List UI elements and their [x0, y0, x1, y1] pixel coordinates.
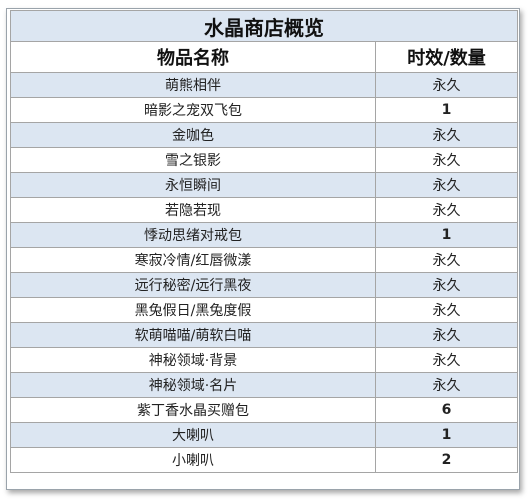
header-row: 物品名称 时效/数量: [10, 41, 518, 73]
item-name-cell: 寒寂冷情/红唇微漾: [10, 247, 376, 273]
title-row: 水晶商店概览: [10, 10, 518, 42]
table-row: 暗影之宠双飞包 1: [10, 97, 518, 123]
item-name-cell: 黑兔假日/黑兔度假: [10, 297, 376, 323]
item-value-cell: 1: [375, 222, 518, 248]
item-value-cell: 6: [375, 397, 518, 423]
item-name-cell: 暗影之宠双飞包: [10, 97, 376, 123]
item-value-cell: 永久: [375, 72, 518, 98]
item-name-cell: 永恒瞬间: [10, 172, 376, 198]
item-value-cell: 永久: [375, 372, 518, 398]
item-name-cell: 远行秘密/远行黑夜: [10, 272, 376, 298]
item-value-cell: 永久: [375, 322, 518, 348]
table-row: 大喇叭 1: [10, 422, 518, 448]
table-row: 金咖色 永久: [10, 122, 518, 148]
table-row: 小喇叭 2: [10, 447, 518, 473]
table-title: 水晶商店概览: [10, 10, 518, 42]
header-value: 时效/数量: [375, 41, 518, 73]
table-row: 雪之银影 永久: [10, 147, 518, 173]
item-value-cell: 1: [375, 97, 518, 123]
item-name-cell: 若隐若现: [10, 197, 376, 223]
item-name-cell: 软萌喵喵/萌软白喵: [10, 322, 376, 348]
item-value-cell: 永久: [375, 347, 518, 373]
item-name-cell: 神秘领域·名片: [10, 372, 376, 398]
crystal-shop-table: 水晶商店概览 物品名称 时效/数量 萌熊相伴 永久 暗影之宠双飞包 1 金咖色 永久 雪之银…: [10, 10, 518, 473]
item-value-cell: 永久: [375, 272, 518, 298]
item-value-cell: 1: [375, 422, 518, 448]
table-row: 寒寂冷情/红唇微漾 永久: [10, 247, 518, 273]
table-row: 黑兔假日/黑兔度假 永久: [10, 297, 518, 323]
table-row: 紫丁香水晶买赠包 6: [10, 397, 518, 423]
table-row: 软萌喵喵/萌软白喵 永久: [10, 322, 518, 348]
item-name-cell: 雪之银影: [10, 147, 376, 173]
table-row: 萌熊相伴 永久: [10, 72, 518, 98]
item-name-cell: 紫丁香水晶买赠包: [10, 397, 376, 423]
table-row: 神秘领域·背景 永久: [10, 347, 518, 373]
table-row: 永恒瞬间 永久: [10, 172, 518, 198]
item-name-cell: 悸动思绪对戒包: [10, 222, 376, 248]
item-name-cell: 小喇叭: [10, 447, 376, 473]
item-name-cell: 萌熊相伴: [10, 72, 376, 98]
item-value-cell: 永久: [375, 172, 518, 198]
table-row: 远行秘密/远行黑夜 永久: [10, 272, 518, 298]
item-name-cell: 大喇叭: [10, 422, 376, 448]
item-name-cell: 金咖色: [10, 122, 376, 148]
item-value-cell: 永久: [375, 247, 518, 273]
item-value-cell: 永久: [375, 297, 518, 323]
table-row: 神秘领域·名片 永久: [10, 372, 518, 398]
item-value-cell: 永久: [375, 147, 518, 173]
header-name: 物品名称: [10, 41, 376, 73]
table-row: 若隐若现 永久: [10, 197, 518, 223]
item-name-cell: 神秘领域·背景: [10, 347, 376, 373]
item-value-cell: 永久: [375, 197, 518, 223]
item-value-cell: 永久: [375, 122, 518, 148]
item-value-cell: 2: [375, 447, 518, 473]
table-row: 悸动思绪对戒包 1: [10, 222, 518, 248]
